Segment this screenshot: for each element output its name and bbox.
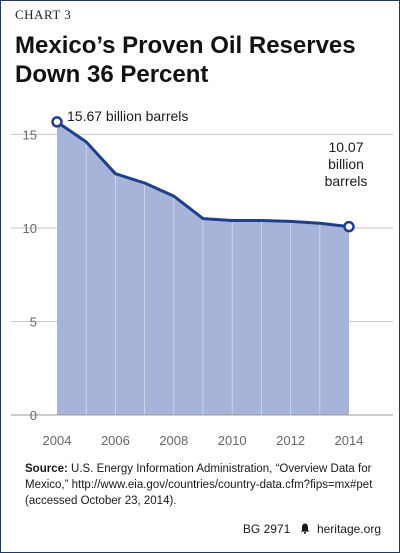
y-tick-label: 5 [30, 314, 37, 329]
chart-title: Mexico’s Proven Oil Reserves Down 36 Per… [15, 31, 385, 89]
x-tick-label: 2010 [218, 433, 247, 448]
y-axis-ticks: 0 5 10 15 [23, 127, 37, 423]
x-axis-ticks: 2004 2006 2008 2010 2012 2014 [43, 433, 364, 448]
end-annotation-line-3: barrels [325, 173, 368, 189]
x-tick-label: 2006 [101, 433, 130, 448]
y-tick-label: 0 [30, 408, 37, 423]
x-tick-label: 2012 [276, 433, 305, 448]
x-tick-label: 2014 [335, 433, 364, 448]
source-text: U.S. Energy Information Administration, … [25, 463, 373, 507]
chart-title-line-2: Down 36 Percent [15, 61, 209, 88]
bell-icon [300, 522, 313, 536]
source-note: Source: U.S. Energy Information Administ… [25, 461, 375, 509]
end-annotation-line-1: 10.07 [328, 139, 363, 155]
source-label: Source: [25, 463, 68, 475]
area-chart: 0 5 10 15 2004 2006 2008 2010 2012 2014 15.67 bi… [11, 108, 393, 448]
x-tick-label: 2004 [43, 433, 72, 448]
x-tick-label: 2008 [159, 433, 188, 448]
end-annotation-line-2: billion [328, 156, 364, 172]
y-tick-label: 10 [23, 221, 37, 236]
site-link[interactable]: heritage.org [316, 522, 381, 536]
report-code: BG 2971 [242, 522, 291, 536]
footer: BG 2971 heritage.org [243, 522, 381, 536]
chart-title-line-1: Mexico’s Proven Oil Reserves [15, 32, 356, 59]
vertical-separators [85, 143, 321, 415]
start-point-marker [51, 116, 63, 128]
series-line [56, 120, 350, 229]
end-point-marker [343, 220, 355, 233]
start-annotation: 15.67 billion barrels [67, 108, 188, 124]
chart-number-label: CHART 3 [15, 7, 72, 22]
y-tick-label: 15 [23, 127, 37, 142]
